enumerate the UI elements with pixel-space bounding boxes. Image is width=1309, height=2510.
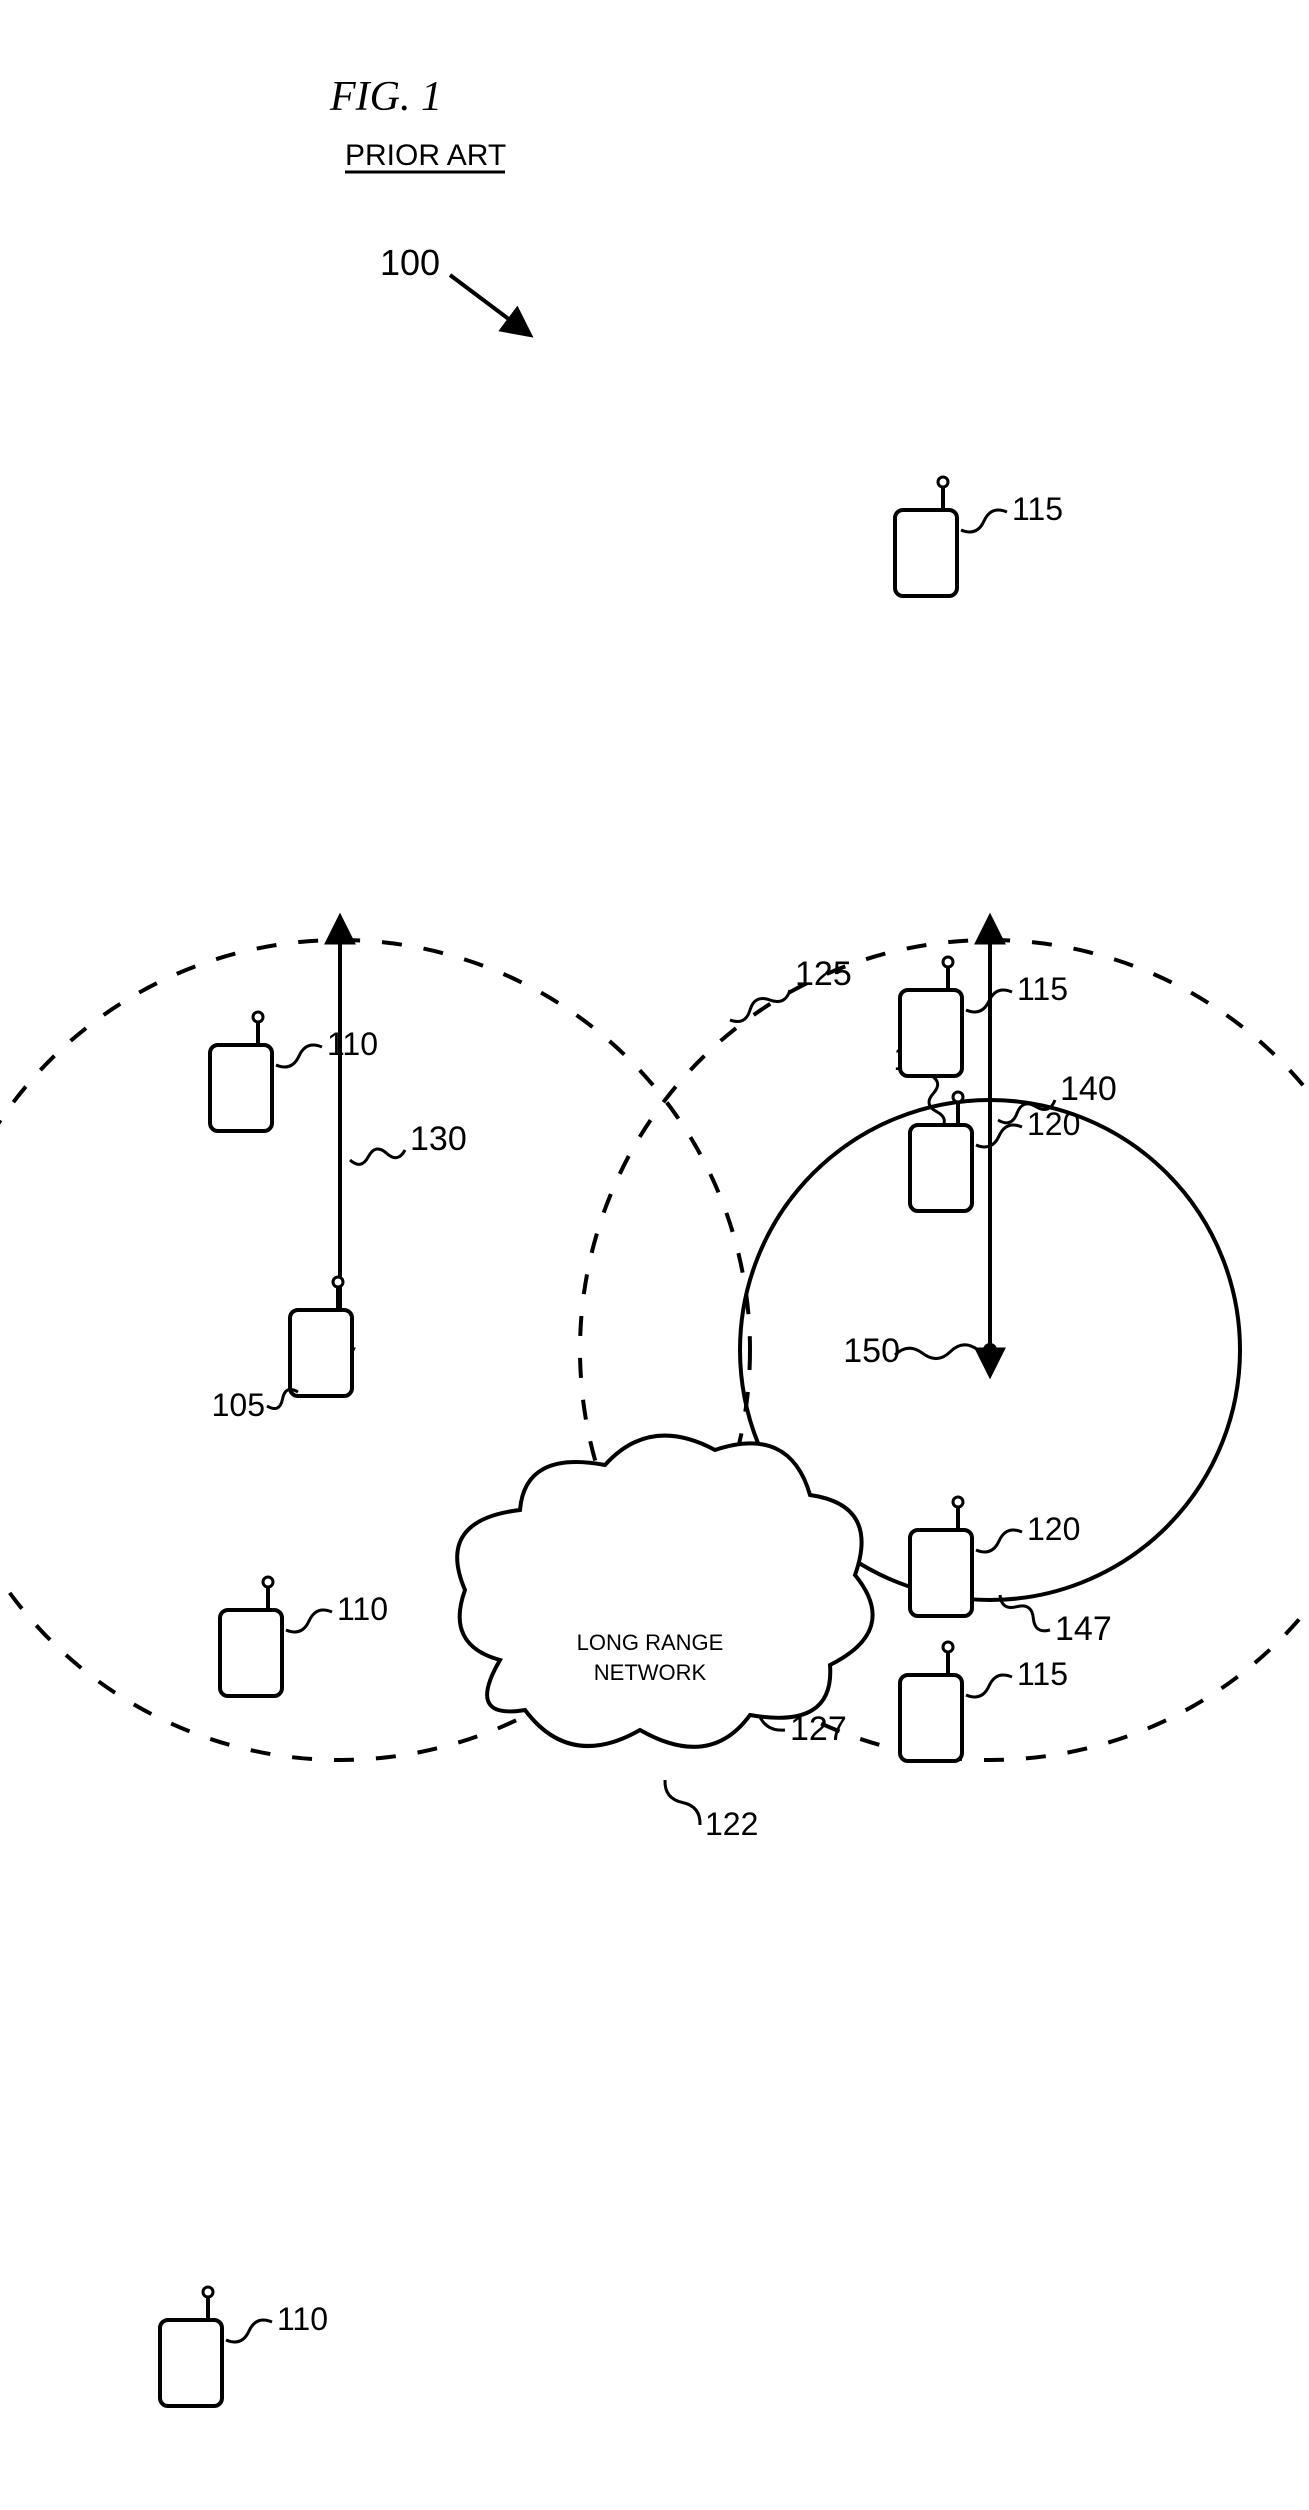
cloud-icon	[457, 1436, 872, 1747]
ref-115: 115	[1017, 1656, 1068, 1692]
device-icon	[290, 1277, 352, 1396]
ref-140: 140	[1060, 1070, 1117, 1108]
figure-title: FIG. 1	[329, 74, 442, 120]
ref-110: 110	[337, 1591, 388, 1627]
device-icon	[900, 957, 962, 1076]
ref-105: 105	[212, 1387, 265, 1423]
cloud-label-2: NETWORK	[594, 1660, 707, 1685]
leader-squiggle	[350, 1149, 405, 1164]
ref-110: 110	[327, 1026, 378, 1062]
leader-squiggle	[966, 1675, 1012, 1697]
ref-100-arrow	[450, 275, 510, 320]
leader-squiggle	[929, 1075, 944, 1130]
ref-120: 120	[1027, 1106, 1080, 1142]
ref-147: 147	[1055, 1610, 1112, 1648]
leader-squiggle	[976, 1125, 1022, 1147]
device-icon	[900, 1642, 962, 1761]
leader-squiggle	[961, 510, 1007, 532]
cloud-label-1: LONG RANGE	[577, 1630, 724, 1655]
ref-115: 115	[1017, 971, 1068, 1007]
ref-115: 115	[1012, 491, 1063, 527]
figure-subtitle: PRIOR ART	[345, 139, 506, 172]
leader-squiggle	[226, 2320, 272, 2342]
ref-122: 122	[705, 1806, 758, 1842]
ref-120: 120	[1027, 1511, 1080, 1547]
leader-squiggle	[976, 1530, 1022, 1552]
device-icon	[220, 1577, 282, 1696]
ref-150: 150	[843, 1332, 900, 1370]
device-icon	[210, 1012, 272, 1131]
ref-110: 110	[277, 2301, 328, 2337]
ref-100: 100	[380, 242, 440, 283]
leader-squiggle	[286, 1610, 332, 1632]
device-icon	[895, 477, 957, 596]
ref-130: 130	[410, 1120, 467, 1158]
ref-125: 125	[795, 955, 852, 993]
leader-squiggle	[276, 1045, 322, 1067]
leader-squiggle	[895, 1345, 978, 1359]
device-icon	[160, 2287, 222, 2406]
leader-squiggle	[730, 990, 790, 1022]
leader-squiggle	[665, 1780, 700, 1825]
device-icon	[910, 1497, 972, 1616]
